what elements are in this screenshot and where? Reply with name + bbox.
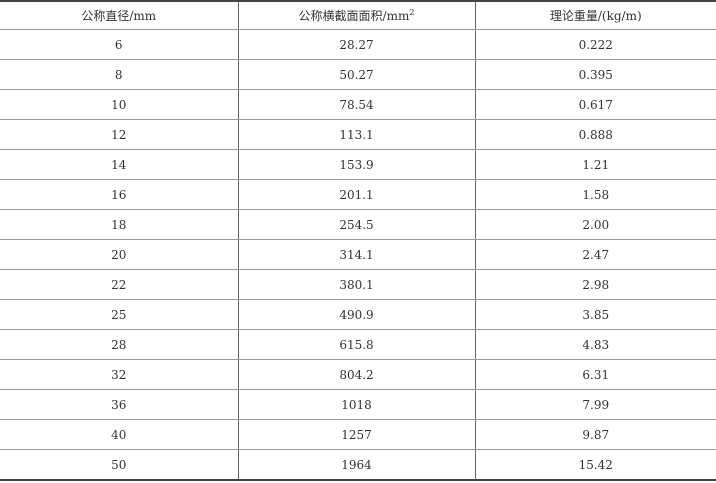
cell-area: 1964 <box>237 449 475 481</box>
table-row: 20 314.1 2.47 <box>0 239 716 270</box>
cell-weight: 9.87 <box>474 419 716 450</box>
table-row: 10 78.54 0.617 <box>0 89 716 120</box>
cell-weight: 0.395 <box>474 59 716 90</box>
cell-diameter: 10 <box>0 89 238 120</box>
cell-area: 804.2 <box>237 359 475 390</box>
cell-diameter: 40 <box>0 419 238 450</box>
cell-area: 490.9 <box>237 299 475 330</box>
table-row: 14 153.9 1.21 <box>0 149 716 180</box>
cell-diameter: 32 <box>0 359 238 390</box>
cell-weight: 1.58 <box>474 179 716 210</box>
cell-area: 615.8 <box>237 329 475 360</box>
cell-diameter: 18 <box>0 209 238 240</box>
cell-weight: 15.42 <box>474 449 716 481</box>
cell-weight: 2.47 <box>474 239 716 270</box>
cell-area: 380.1 <box>237 269 475 300</box>
table-row: 50 1964 15.42 <box>0 449 716 481</box>
cell-diameter: 16 <box>0 179 238 210</box>
cell-diameter: 28 <box>0 329 238 360</box>
table-row: 8 50.27 0.395 <box>0 59 716 90</box>
table-row: 6 28.27 0.222 <box>0 29 716 60</box>
cell-weight: 0.888 <box>474 119 716 150</box>
cell-weight: 1.21 <box>474 149 716 180</box>
header-cross-section-area: 公称横截面面积/mm2 <box>237 1 475 30</box>
cell-area: 113.1 <box>237 119 475 150</box>
table-row: 12 113.1 0.888 <box>0 119 716 150</box>
cell-area: 201.1 <box>237 179 475 210</box>
table-row: 18 254.5 2.00 <box>0 209 716 240</box>
cell-diameter: 22 <box>0 269 238 300</box>
header-area-sup: 2 <box>409 8 415 17</box>
header-theoretical-weight: 理论重量/(kg/m) <box>474 1 716 30</box>
table-row: 16 201.1 1.58 <box>0 179 716 210</box>
cell-diameter: 6 <box>0 29 238 60</box>
cell-diameter: 50 <box>0 449 238 481</box>
table-row: 36 1018 7.99 <box>0 389 716 420</box>
cell-area: 28.27 <box>237 29 475 60</box>
cell-weight: 7.99 <box>474 389 716 420</box>
header-row: 公称直径/mm 公称横截面面积/mm2 理论重量/(kg/m) <box>0 1 716 30</box>
table-row: 28 615.8 4.83 <box>0 329 716 360</box>
cell-area: 78.54 <box>237 89 475 120</box>
table-row: 40 1257 9.87 <box>0 419 716 450</box>
header-nominal-diameter: 公称直径/mm <box>0 1 238 30</box>
cell-area: 1018 <box>237 389 475 420</box>
cell-diameter: 20 <box>0 239 238 270</box>
cell-diameter: 25 <box>0 299 238 330</box>
cell-area: 1257 <box>237 419 475 450</box>
cell-weight: 2.98 <box>474 269 716 300</box>
cell-weight: 3.85 <box>474 299 716 330</box>
cell-diameter: 8 <box>0 59 238 90</box>
cell-diameter: 12 <box>0 119 238 150</box>
table-row: 22 380.1 2.98 <box>0 269 716 300</box>
cell-weight: 4.83 <box>474 329 716 360</box>
header-area-text: 公称横截面面积/mm <box>298 9 410 23</box>
cell-area: 153.9 <box>237 149 475 180</box>
cell-weight: 2.00 <box>474 209 716 240</box>
cell-area: 254.5 <box>237 209 475 240</box>
cell-diameter: 14 <box>0 149 238 180</box>
cell-diameter: 36 <box>0 389 238 420</box>
table-row: 32 804.2 6.31 <box>0 359 716 390</box>
cell-area: 314.1 <box>237 239 475 270</box>
cell-weight: 0.617 <box>474 89 716 120</box>
cell-area: 50.27 <box>237 59 475 90</box>
cell-weight: 0.222 <box>474 29 716 60</box>
table-row: 25 490.9 3.85 <box>0 299 716 330</box>
cell-weight: 6.31 <box>474 359 716 390</box>
